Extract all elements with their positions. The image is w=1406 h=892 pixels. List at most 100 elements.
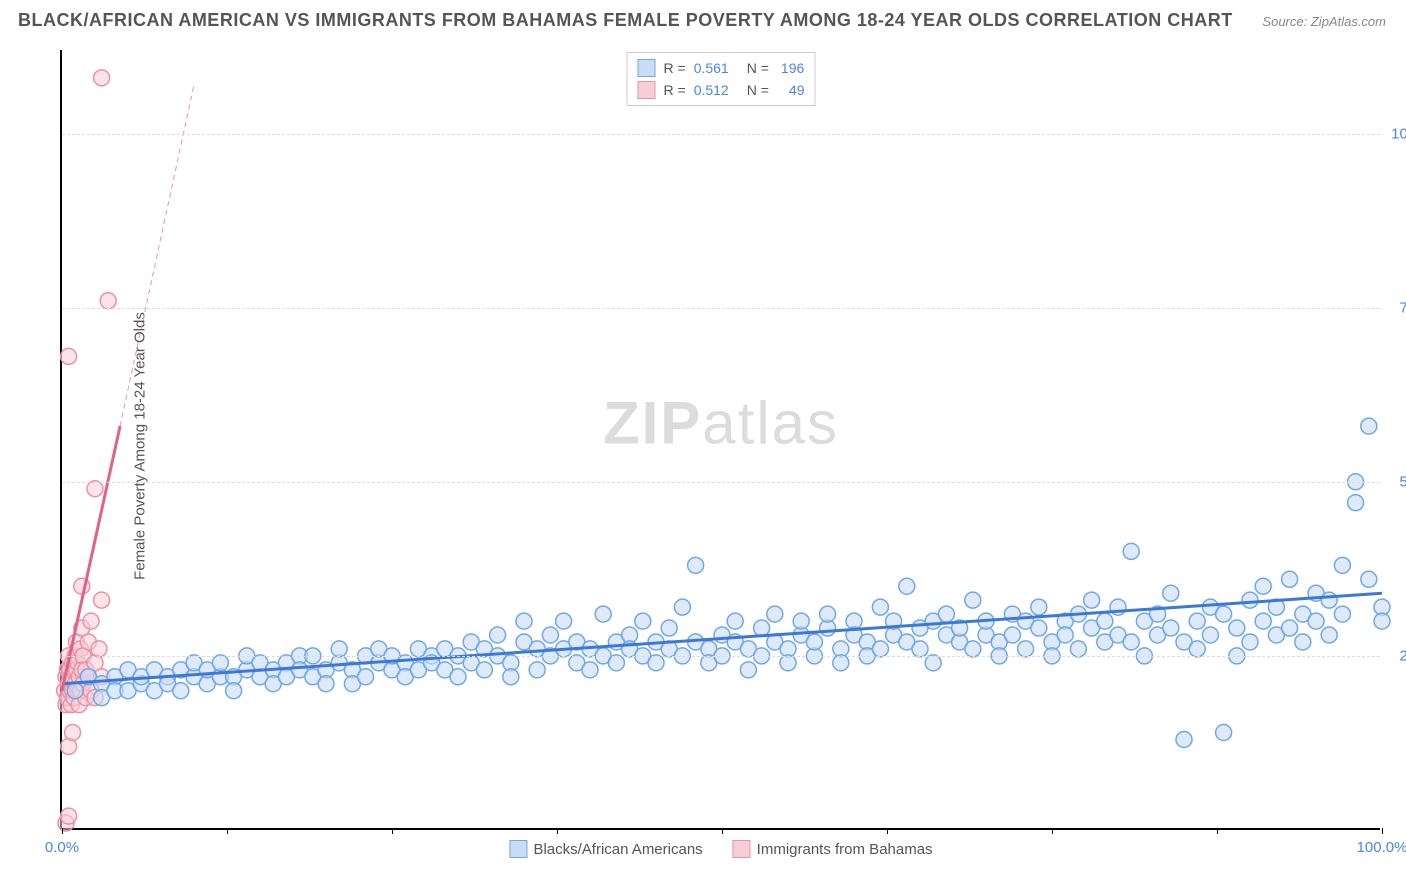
scatter-point xyxy=(358,669,374,685)
scatter-point xyxy=(727,613,743,629)
scatter-point xyxy=(490,627,506,643)
scatter-point xyxy=(1361,418,1377,434)
x-tick xyxy=(227,828,228,834)
y-tick-label: 25.0% xyxy=(1399,647,1406,664)
n-value-pink: 49 xyxy=(789,79,805,101)
scatter-point xyxy=(767,606,783,622)
scatter-point xyxy=(67,683,83,699)
scatter-point xyxy=(872,599,888,615)
x-tick xyxy=(722,828,723,834)
scatter-point xyxy=(1255,613,1271,629)
scatter-point xyxy=(476,662,492,678)
scatter-point xyxy=(516,613,532,629)
r-value-pink: 0.512 xyxy=(694,79,729,101)
swatch-blue-icon-2 xyxy=(509,840,527,858)
scatter-point xyxy=(925,655,941,671)
scatter-point xyxy=(1242,592,1258,608)
scatter-point xyxy=(61,808,77,824)
scatter-point xyxy=(1374,613,1390,629)
scatter-point xyxy=(806,634,822,650)
scatter-point xyxy=(83,613,99,629)
scatter-point xyxy=(608,655,624,671)
scatter-point xyxy=(820,606,836,622)
scatter-point xyxy=(1189,613,1205,629)
n-label: N = xyxy=(747,57,769,79)
scatter-point xyxy=(740,662,756,678)
chart-title: BLACK/AFRICAN AMERICAN VS IMMIGRANTS FRO… xyxy=(18,10,1233,31)
scatter-point xyxy=(100,293,116,309)
source-value: ZipAtlas.com xyxy=(1311,14,1386,29)
x-tick-label: 0.0% xyxy=(45,839,79,856)
swatch-pink-icon-2 xyxy=(733,840,751,858)
scatter-point xyxy=(595,606,611,622)
scatter-point xyxy=(87,481,103,497)
legend-correlation: R = 0.561 N = 196 R = 0.512 N = 49 xyxy=(627,52,816,106)
r-label: R = xyxy=(664,57,686,79)
scatter-point xyxy=(1163,620,1179,636)
legend-label-blue: Blacks/African Americans xyxy=(533,841,702,858)
scatter-point xyxy=(1321,627,1337,643)
legend-row-blue: R = 0.561 N = 196 xyxy=(638,57,805,79)
scatter-point xyxy=(582,662,598,678)
scatter-point xyxy=(688,557,704,573)
scatter-point xyxy=(1255,578,1271,594)
scatter-point xyxy=(1176,731,1192,747)
scatter-point xyxy=(780,655,796,671)
scatter-point xyxy=(450,669,466,685)
x-tick xyxy=(62,828,63,834)
scatter-point xyxy=(1163,585,1179,601)
scatter-point xyxy=(1031,620,1047,636)
scatter-point xyxy=(212,655,228,671)
x-tick xyxy=(1052,828,1053,834)
plot-area: ZIPatlas R = 0.561 N = 196 R = 0.512 N =… xyxy=(60,50,1380,830)
legend-series: Blacks/African Americans Immigrants from… xyxy=(509,840,932,858)
scatter-point xyxy=(661,620,677,636)
scatter-point xyxy=(899,578,915,594)
scatter-point xyxy=(1295,634,1311,650)
scatter-point xyxy=(1216,606,1232,622)
scatter-point xyxy=(1216,725,1232,741)
n-label-2: N = xyxy=(747,79,769,101)
r-value-blue: 0.561 xyxy=(694,57,729,79)
legend-item-pink: Immigrants from Bahamas xyxy=(733,840,933,858)
scatter-point xyxy=(331,641,347,657)
r-label-2: R = xyxy=(664,79,686,101)
scatter-point xyxy=(1070,641,1086,657)
scatter-point xyxy=(1057,627,1073,643)
scatter-point xyxy=(912,641,928,657)
scatter-point xyxy=(1084,592,1100,608)
scatter-point xyxy=(872,641,888,657)
scatter-point xyxy=(65,725,81,741)
scatter-point xyxy=(542,627,558,643)
chart-container: BLACK/AFRICAN AMERICAN VS IMMIGRANTS FRO… xyxy=(0,0,1406,892)
gridline xyxy=(62,308,1380,309)
scatter-point xyxy=(965,592,981,608)
scatter-point xyxy=(1123,543,1139,559)
scatter-point xyxy=(793,613,809,629)
legend-label-pink: Immigrants from Bahamas xyxy=(757,841,933,858)
scatter-point xyxy=(1018,641,1034,657)
scatter-point xyxy=(1334,557,1350,573)
scatter-point xyxy=(529,662,545,678)
scatter-point xyxy=(1348,495,1364,511)
chart-svg xyxy=(62,50,1380,828)
scatter-point xyxy=(1282,620,1298,636)
scatter-point xyxy=(1123,634,1139,650)
n-value-blue: 196 xyxy=(781,57,804,79)
scatter-point xyxy=(938,606,954,622)
scatter-point xyxy=(318,676,334,692)
scatter-point xyxy=(635,613,651,629)
trend-line-pink-dash xyxy=(120,85,194,426)
scatter-point xyxy=(648,655,664,671)
scatter-point xyxy=(91,641,107,657)
legend-row-pink: R = 0.512 N = 49 xyxy=(638,79,805,101)
source-credit: Source: ZipAtlas.com xyxy=(1262,14,1386,29)
x-tick xyxy=(557,828,558,834)
gridline xyxy=(62,134,1380,135)
x-tick xyxy=(887,828,888,834)
y-tick-label: 75.0% xyxy=(1399,299,1406,316)
scatter-point xyxy=(173,683,189,699)
scatter-point xyxy=(1361,571,1377,587)
scatter-point xyxy=(1189,641,1205,657)
scatter-point xyxy=(556,613,572,629)
